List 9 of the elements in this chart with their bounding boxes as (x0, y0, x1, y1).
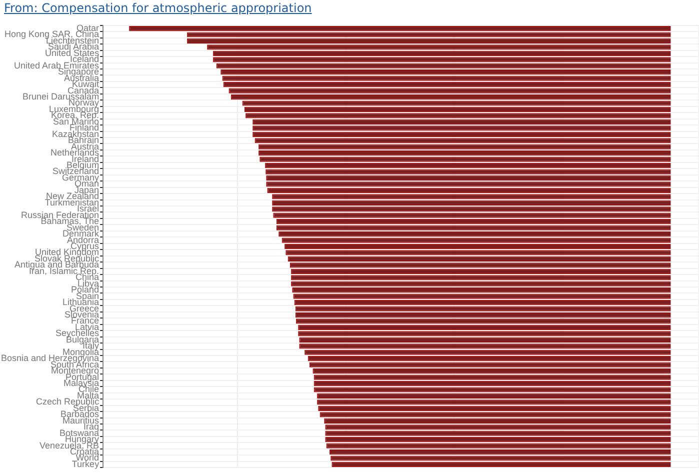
y-tick-label: Seychelles (56, 328, 100, 338)
y-tick-label: Qatar (76, 23, 100, 33)
y-tick-label: Norway (68, 98, 100, 108)
y-tick-label: Czech Republic (36, 396, 100, 407)
y-tick-label: Montenegro (51, 366, 100, 376)
y-tick-label: Singapore (58, 66, 100, 77)
y-tick-label: Belgium (66, 160, 100, 170)
y-tick-label: Malaysia (64, 378, 100, 388)
chart-title: From: Compensation for atmospheric appropriation (3, 0, 313, 17)
